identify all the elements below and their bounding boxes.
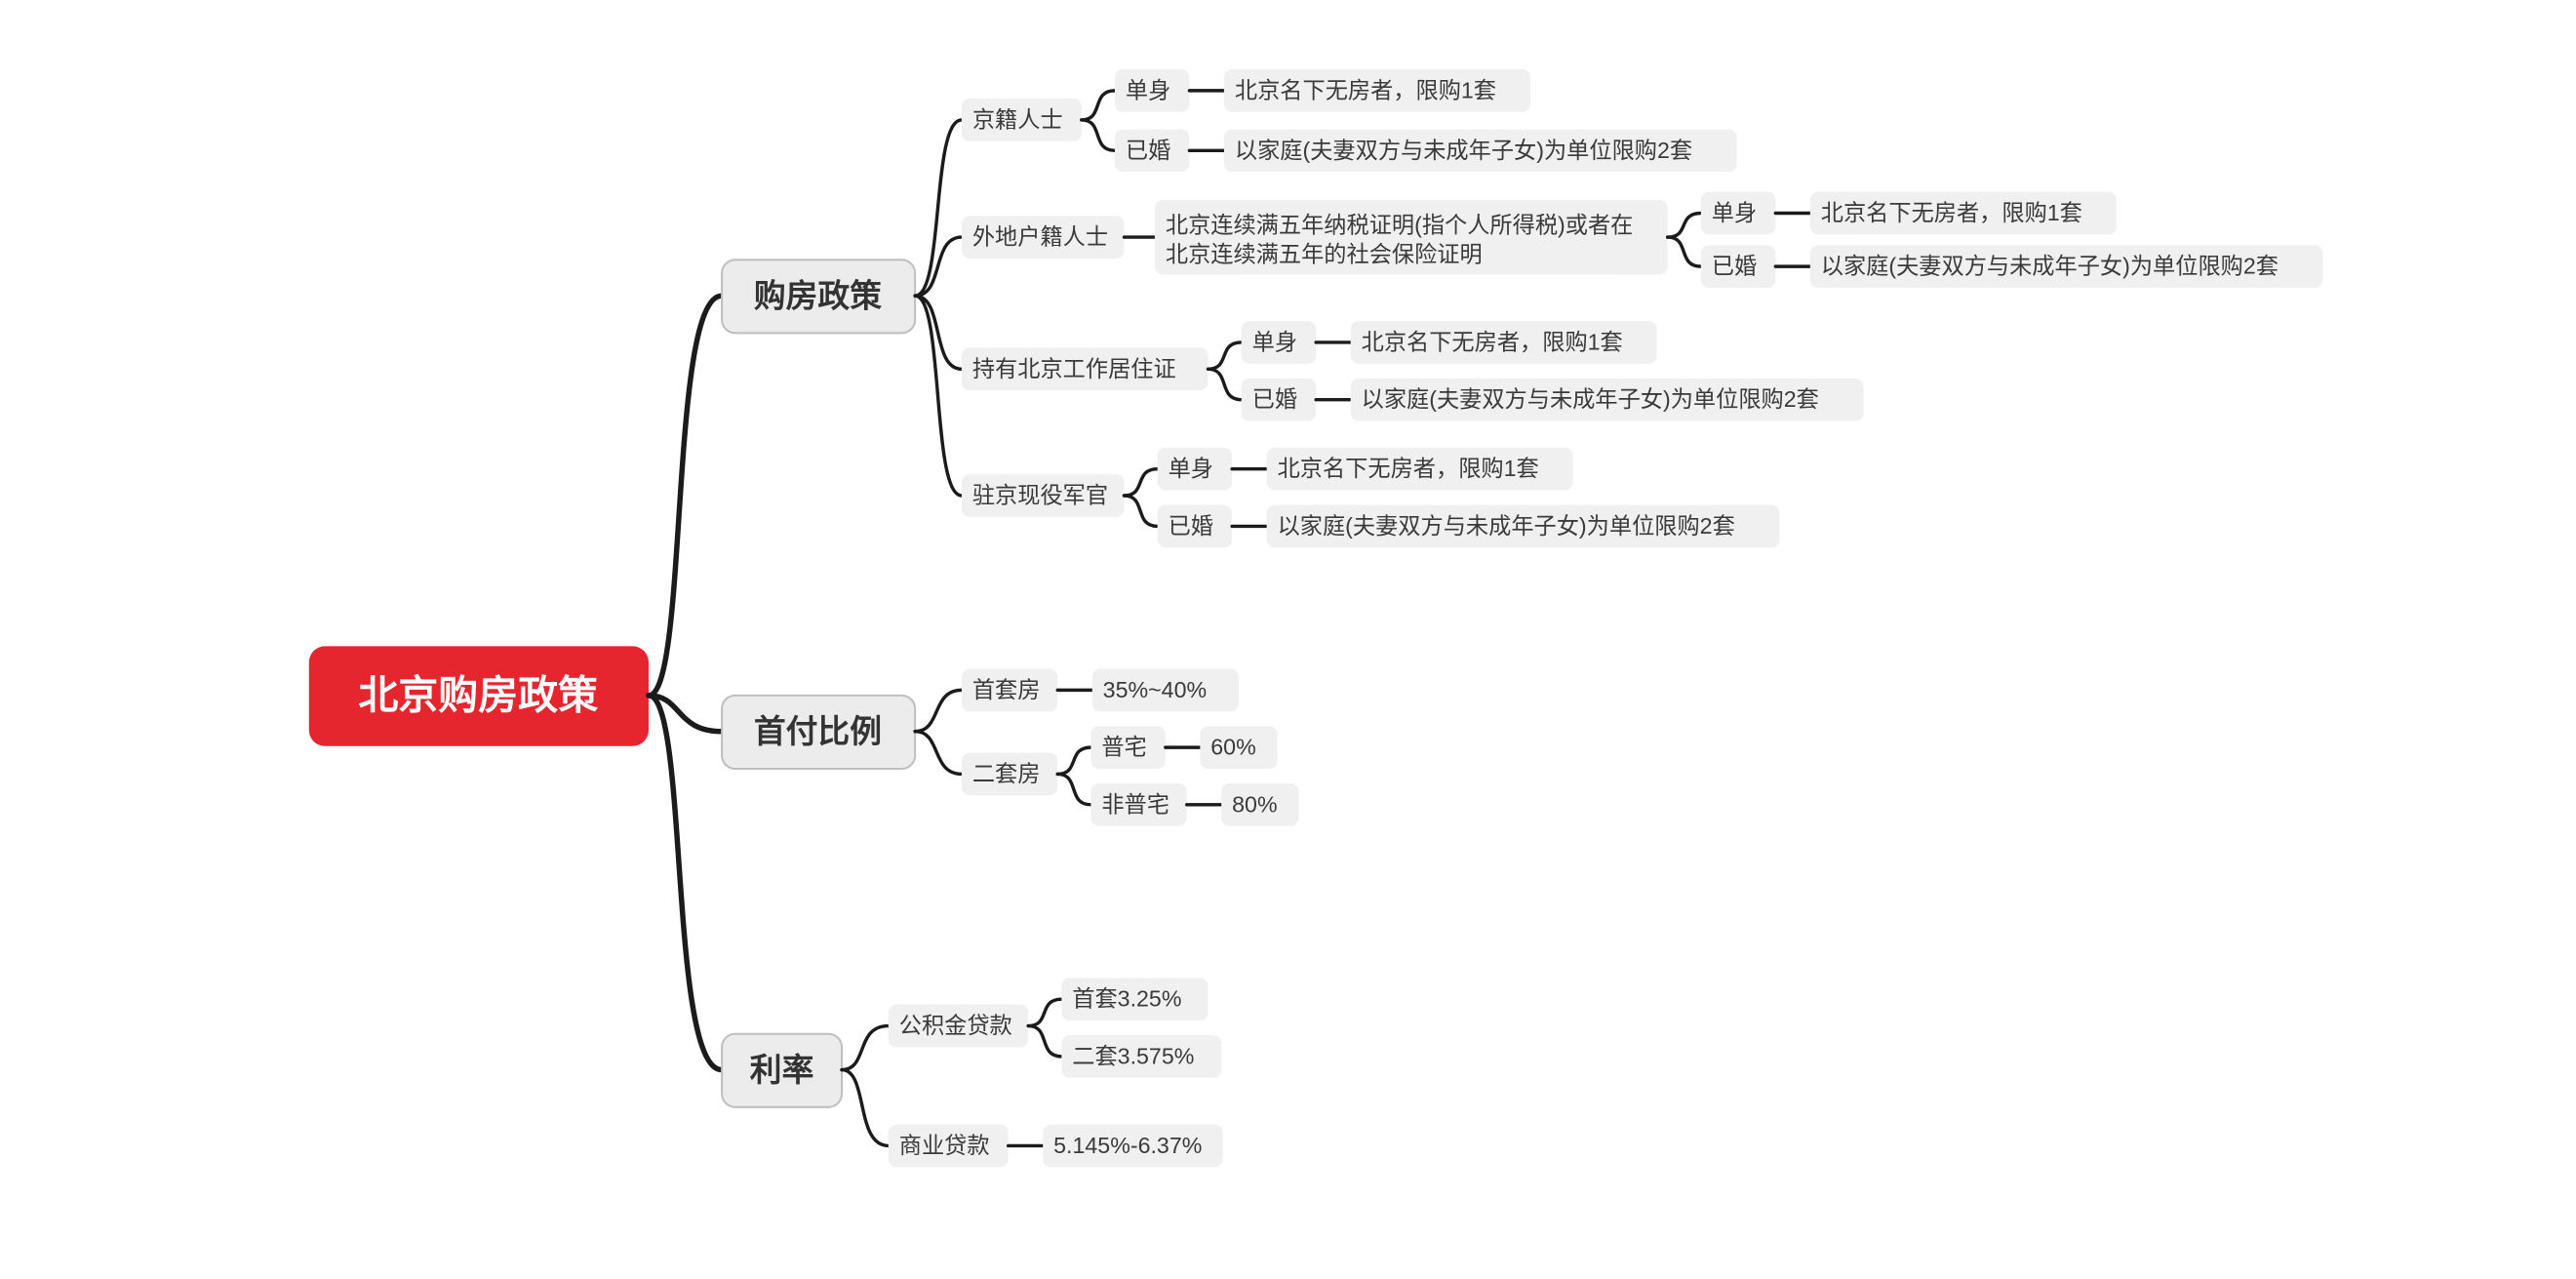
- svg-text:已婚: 已婚: [1169, 513, 1213, 539]
- svg-text:单身: 单身: [1252, 329, 1297, 354]
- node-jingji-single-detail: 北京名下无房者，限购1套: [1224, 69, 1530, 112]
- b1-label: 购房政策: [754, 278, 882, 314]
- node-jungguan[interactable]: 驻京现役军官: [962, 474, 1125, 517]
- svg-text:已婚: 已婚: [1712, 254, 1757, 279]
- node-feipuzhai[interactable]: 非普宅: [1090, 783, 1186, 826]
- node-gongjijin[interactable]: 公积金贷款: [889, 1005, 1028, 1048]
- node-jg-married-detail: 以家庭(夫妻双方与未成年子女)为单位限购2套: [1267, 505, 1780, 548]
- node-jingji-married-detail: 以家庭(夫妻双方与未成年子女)为单位限购2套: [1224, 129, 1737, 172]
- svg-text:60%: 60%: [1210, 735, 1255, 760]
- node-waidi[interactable]: 外地户籍人士: [962, 216, 1125, 259]
- node-jingji[interactable]: 京籍人士: [962, 99, 1082, 141]
- b2-label: 首付比例: [754, 713, 882, 749]
- svg-text:二套房: 二套房: [972, 761, 1041, 786]
- svg-text:北京连续满五年纳税证明(指个人所得税)或者在: 北京连续满五年纳税证明(指个人所得税)或者在: [1166, 212, 1634, 237]
- svg-text:以家庭(夫妻双方与未成年子女)为单位限购2套: 以家庭(夫妻双方与未成年子女)为单位限购2套: [1821, 254, 2279, 279]
- svg-text:首套房: 首套房: [972, 677, 1041, 702]
- edge-b1-waidi: [915, 237, 962, 296]
- svg-text:单身: 单身: [1126, 77, 1170, 102]
- jingji-label: 京籍人士: [972, 106, 1063, 132]
- svg-text:以家庭(夫妻双方与未成年子女)为单位限购2套: 以家庭(夫妻双方与未成年子女)为单位限购2套: [1278, 513, 1735, 539]
- svg-text:普宅: 普宅: [1101, 735, 1146, 760]
- node-second-home[interactable]: 二套房: [962, 753, 1057, 796]
- edge-root-b3: [649, 696, 722, 1070]
- node-first-home-val: 35%~40%: [1092, 669, 1239, 712]
- svg-text:以家庭(夫妻双方与未成年子女)为单位限购2套: 以家庭(夫妻双方与未成年子女)为单位限购2套: [1362, 386, 1819, 412]
- svg-text:80%: 80%: [1232, 791, 1277, 817]
- branch-rate[interactable]: 利率: [722, 1034, 842, 1107]
- svg-text:35%~40%: 35%~40%: [1103, 677, 1207, 702]
- node-jg-single[interactable]: 单身: [1158, 448, 1232, 491]
- juzhu-label: 持有北京工作居住证: [972, 356, 1176, 381]
- edge-b1-jg: [915, 296, 962, 496]
- svg-text:单身: 单身: [1712, 200, 1757, 225]
- node-waidi-married-detail: 以家庭(夫妻双方与未成年子女)为单位限购2套: [1810, 245, 2323, 288]
- node-jg-single-detail: 北京名下无房者，限购1套: [1267, 448, 1573, 491]
- root-node[interactable]: 北京购房政策: [309, 646, 649, 745]
- node-puzhai-val: 60%: [1200, 726, 1277, 769]
- node-waidi-single-detail: 北京名下无房者，限购1套: [1810, 192, 2117, 235]
- node-feipuzhai-val: 80%: [1221, 783, 1298, 826]
- edge-b1-juzhu: [915, 296, 962, 369]
- svg-text:非普宅: 非普宅: [1101, 791, 1169, 817]
- branch-down-payment[interactable]: 首付比例: [722, 696, 915, 769]
- edge-root-b1: [649, 296, 722, 696]
- svg-text:以家庭(夫妻双方与未成年子女)为单位限购2套: 以家庭(夫妻双方与未成年子女)为单位限购2套: [1235, 138, 1692, 163]
- node-jg-married[interactable]: 已婚: [1158, 505, 1232, 548]
- svg-text:首套3.25%: 首套3.25%: [1072, 986, 1181, 1012]
- svg-text:已婚: 已婚: [1126, 138, 1170, 163]
- node-juzhu-single[interactable]: 单身: [1242, 321, 1316, 364]
- node-gjj-first: 首套3.25%: [1061, 978, 1208, 1020]
- svg-text:公积金贷款: 公积金贷款: [899, 1013, 1012, 1038]
- mindmap-canvas: 北京购房政策 购房政策 京籍人士 单身 北京名下无房者，限购1套 已婚 以家庭(…: [0, 0, 2576, 1279]
- node-jingji-married[interactable]: 已婚: [1115, 129, 1189, 172]
- node-waidi-cond: 北京连续满五年纳税证明(指个人所得税)或者在 北京连续满五年的社会保险证明: [1155, 200, 1668, 274]
- jungguan-label: 驻京现役军官: [972, 483, 1108, 508]
- node-gjj-second: 二套3.575%: [1061, 1035, 1221, 1078]
- node-puzhai[interactable]: 普宅: [1090, 726, 1165, 769]
- branch-purchase-policy[interactable]: 购房政策: [722, 260, 915, 333]
- svg-text:商业贷款: 商业贷款: [899, 1133, 990, 1158]
- node-jingji-single[interactable]: 单身: [1115, 69, 1189, 112]
- svg-text:单身: 单身: [1169, 456, 1213, 481]
- svg-text:北京名下无房者，限购1套: 北京名下无房者，限购1套: [1362, 329, 1623, 354]
- svg-text:二套3.575%: 二套3.575%: [1072, 1043, 1194, 1068]
- node-juzhu-married[interactable]: 已婚: [1242, 379, 1316, 421]
- node-juzhu[interactable]: 持有北京工作居住证: [962, 347, 1209, 390]
- b3-label: 利率: [750, 1052, 814, 1088]
- svg-text:北京名下无房者，限购1套: 北京名下无房者，限购1套: [1821, 200, 2082, 225]
- node-juzhu-married-detail: 以家庭(夫妻双方与未成年子女)为单位限购2套: [1351, 379, 1864, 421]
- node-shangye-val: 5.145%-6.37%: [1043, 1125, 1222, 1168]
- svg-text:北京连续满五年的社会保险证明: 北京连续满五年的社会保险证明: [1166, 241, 1483, 266]
- svg-text:已婚: 已婚: [1252, 386, 1297, 412]
- node-waidi-single[interactable]: 单身: [1701, 192, 1775, 235]
- node-first-home[interactable]: 首套房: [962, 669, 1057, 712]
- waidi-label: 外地户籍人士: [972, 224, 1108, 250]
- root-label: 北京购房政策: [358, 672, 598, 717]
- svg-text:5.145%-6.37%: 5.145%-6.37%: [1053, 1133, 1202, 1158]
- node-waidi-married[interactable]: 已婚: [1701, 245, 1775, 288]
- svg-text:北京名下无房者，限购1套: 北京名下无房者，限购1套: [1235, 77, 1496, 102]
- svg-text:北京名下无房者，限购1套: 北京名下无房者，限购1套: [1278, 456, 1539, 481]
- node-juzhu-single-detail: 北京名下无房者，限购1套: [1351, 321, 1657, 364]
- node-shangye[interactable]: 商业贷款: [889, 1125, 1009, 1168]
